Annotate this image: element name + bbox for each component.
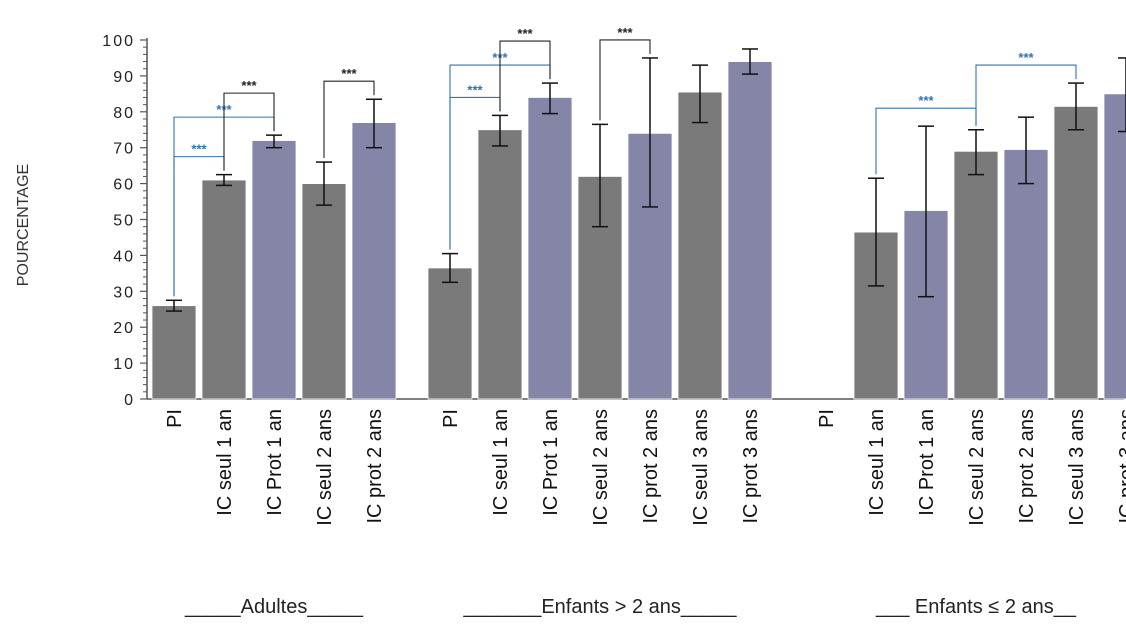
x-tick-label: IC Prot 1 an (264, 409, 286, 516)
significance-stars: *** (467, 82, 483, 97)
bar (677, 91, 723, 400)
y-tick-label: 50 (113, 213, 135, 230)
significance-stars: *** (1018, 50, 1034, 65)
significance-bracket (599, 39, 651, 121)
bar (627, 132, 673, 400)
x-tick-label: IC prot 2 ans (364, 409, 386, 524)
bar (1053, 106, 1099, 400)
bar (1003, 149, 1049, 400)
x-tick-label: IC prot 3 ans (740, 409, 762, 524)
bar (201, 179, 247, 400)
y-tick-label: 40 (113, 248, 135, 265)
y-tick-label: 10 (113, 356, 135, 373)
bar (477, 129, 523, 400)
x-tick-label: IC seul 1 an (214, 409, 236, 516)
significance-bracket (323, 80, 375, 159)
significance-bracket (223, 92, 275, 171)
x-tick-label: IC seul 1 an (490, 409, 512, 516)
bar (351, 122, 397, 400)
y-tick-label: 30 (113, 284, 135, 301)
significance-stars: *** (517, 26, 533, 41)
bar (953, 150, 999, 400)
bar (251, 140, 297, 400)
x-tick-label: IC seul 1 an (866, 409, 888, 516)
bar (727, 61, 773, 400)
x-tick-label: IC Prot 1 an (540, 409, 562, 516)
significance-bracket (975, 64, 1077, 126)
x-tick-label: IC seul 3 ans (690, 409, 712, 526)
x-tick-label: IC seul 3 ans (1066, 409, 1088, 526)
x-tick-label: PI (164, 409, 186, 428)
group-label: _____Adultes_____ (185, 596, 363, 618)
bar (1103, 93, 1126, 400)
bar (151, 305, 197, 400)
significance-stars: *** (191, 142, 207, 157)
bar (301, 183, 347, 400)
y-tick-label: 80 (113, 105, 135, 122)
x-tick-label: IC seul 2 ans (314, 409, 336, 526)
y-tick-label: 60 (113, 177, 135, 194)
group-label: ___ Enfants ≤ 2 ans__ (875, 596, 1077, 618)
x-tick-label: PI (440, 409, 462, 428)
x-tick-label: PI (816, 409, 838, 428)
significance-bracket (499, 40, 551, 112)
x-tick-label: IC seul 2 ans (966, 409, 988, 526)
group-label: _______Enfants > 2 ans_____ (463, 596, 737, 618)
y-tick-label: 90 (113, 69, 135, 86)
x-tick-label: IC prot 2 ans (640, 409, 662, 524)
y-tick-label: 0 (124, 392, 135, 409)
x-tick-label: IC Prot 1 an (916, 409, 938, 516)
x-tick-label: IC seul 2 ans (590, 409, 612, 526)
y-tick-label: 70 (113, 141, 135, 158)
significance-stars: *** (241, 78, 257, 93)
bar (527, 97, 573, 400)
significance-stars: *** (918, 93, 934, 108)
x-tick-label: IC prot 3 ans (1116, 409, 1126, 524)
significance-stars: *** (617, 25, 633, 40)
significance-stars: *** (341, 66, 357, 81)
y-tick-label: 100 (102, 33, 135, 50)
y-tick-label: 20 (113, 320, 135, 337)
x-tick-label: IC prot 2 ans (1016, 409, 1038, 524)
bar (427, 267, 473, 400)
